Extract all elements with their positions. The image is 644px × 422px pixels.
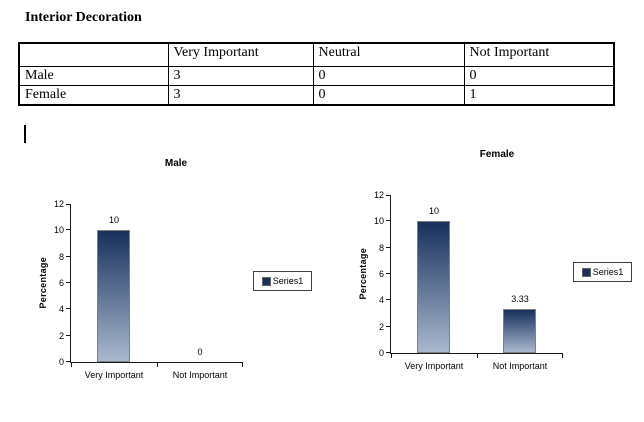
table-header-cell-blank — [18, 42, 169, 67]
y-tick-label: 8 — [378, 242, 384, 253]
x-tick-mark — [71, 362, 72, 367]
x-tick-mark — [157, 362, 158, 367]
y-tick-label: 12 — [53, 199, 64, 209]
y-tick-label: 0 — [378, 348, 384, 358]
data-label-not-important: 0 — [197, 347, 203, 357]
data-label-very-important: 10 — [428, 206, 439, 216]
y-tick-mark — [66, 229, 71, 230]
y-tick-label: 4 — [378, 295, 384, 306]
y-tick-label: 2 — [378, 321, 384, 332]
y-tick-mark — [386, 352, 391, 353]
legend: Series1 — [253, 271, 312, 291]
y-tick-label: 10 — [53, 225, 64, 236]
chart-male[interactable]: Male Percentage 0 2 4 6 8 10 12 10 Very Importan… — [30, 152, 322, 402]
y-tick-mark — [66, 256, 71, 257]
y-tick-label: 12 — [373, 190, 384, 200]
legend-label: Series1 — [272, 276, 304, 286]
table-cell: 0 — [312, 66, 465, 86]
y-tick-mark — [386, 326, 391, 327]
legend-marker-icon — [581, 267, 591, 277]
survey-table: Very Important Neutral Not Important Mal… — [18, 42, 615, 106]
y-tick-mark — [66, 204, 71, 205]
data-label-not-important: 3.33 — [511, 294, 529, 304]
row-label-female: Female — [18, 85, 169, 106]
y-tick-mark — [66, 308, 71, 309]
x-tick-mark — [242, 362, 243, 367]
y-tick-mark — [386, 220, 391, 221]
table-header-row: Very Important Neutral Not Important — [18, 42, 615, 67]
legend-label: Series1 — [592, 267, 624, 277]
bar-very-important — [97, 230, 130, 362]
table-header-cell-neutral: Neutral — [312, 42, 465, 67]
x-tick-mark — [391, 353, 392, 358]
x-category-label-very-important: Very Important — [84, 370, 144, 380]
y-tick-mark — [386, 195, 391, 196]
y-tick-mark — [386, 299, 391, 300]
x-tick-mark — [477, 353, 478, 358]
row-label-male: Male — [18, 66, 169, 86]
table-cell: 3 — [167, 85, 314, 106]
document-title: Interior Decoration — [25, 10, 142, 25]
y-tick-label: 10 — [373, 216, 384, 227]
table-header-cell-very-important: Very Important — [167, 42, 314, 67]
chart-title: Female — [479, 149, 515, 160]
legend: Series1 — [573, 262, 632, 282]
table-row-male: Male 3 0 0 — [18, 66, 615, 86]
table-row-female: Female 3 0 1 — [18, 85, 615, 106]
y-tick-label: 2 — [58, 330, 64, 341]
chart-female[interactable]: Female Percentage 0 2 4 6 8 10 12 10 Very Import… — [350, 143, 644, 393]
x-category-label-not-important: Not Important — [492, 361, 548, 371]
table-cell: 0 — [463, 66, 615, 86]
bar-very-important — [417, 221, 450, 353]
x-tick-mark — [562, 353, 563, 358]
table-cell: 1 — [463, 85, 615, 106]
chart-title: Male — [164, 158, 188, 169]
y-tick-mark — [386, 247, 391, 248]
table-cell: 0 — [312, 85, 465, 106]
y-tick-label: 0 — [58, 357, 64, 367]
y-tick-mark — [66, 335, 71, 336]
plot-area: 0 2 4 6 8 10 12 10 Very Important 3.33 Not Importa… — [374, 190, 563, 371]
text-cursor[interactable] — [24, 125, 26, 143]
plot-area: 0 2 4 6 8 10 12 10 Very Important 0 Not Important — [54, 199, 243, 380]
x-category-label-very-important: Very Important — [404, 361, 464, 371]
y-tick-mark — [66, 361, 71, 362]
bar-not-important — [503, 309, 536, 353]
data-label-very-important: 10 — [108, 215, 119, 225]
y-tick-label: 6 — [58, 278, 64, 288]
y-tick-label: 4 — [58, 304, 64, 315]
legend-marker-icon — [261, 276, 271, 286]
y-tick-label: 8 — [58, 251, 64, 262]
table-header-cell-not-important: Not Important — [463, 42, 615, 67]
y-tick-label: 6 — [378, 269, 384, 279]
y-tick-mark — [386, 273, 391, 274]
table-cell: 3 — [167, 66, 314, 86]
x-category-label-not-important: Not Important — [172, 370, 228, 380]
y-tick-mark — [66, 282, 71, 283]
